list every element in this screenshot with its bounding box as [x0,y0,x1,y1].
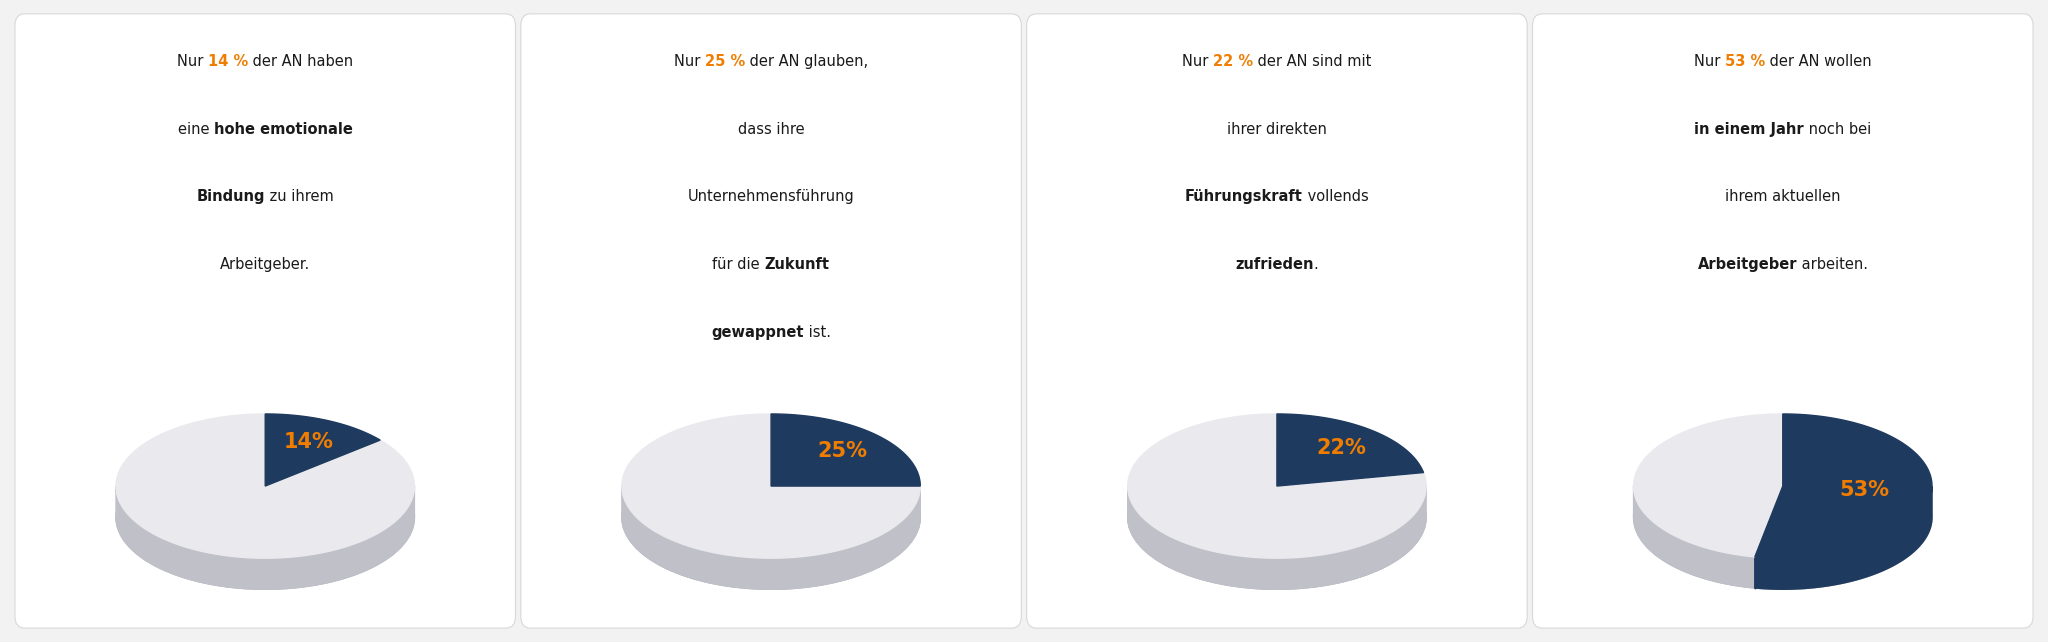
Text: 53%: 53% [1839,480,1890,500]
Polygon shape [1755,486,1931,589]
Polygon shape [623,486,920,589]
Text: 25%: 25% [817,442,868,462]
Text: der AN sind mit: der AN sind mit [1253,54,1372,69]
Text: der AN wollen: der AN wollen [1765,54,1872,69]
Text: 53 %: 53 % [1724,54,1765,69]
Text: für die: für die [713,257,764,272]
FancyBboxPatch shape [14,14,516,628]
Text: Nur: Nur [1694,54,1724,69]
FancyBboxPatch shape [520,14,1022,628]
Text: zufrieden: zufrieden [1235,257,1315,272]
Text: 22 %: 22 % [1212,54,1253,69]
Text: Zukunft: Zukunft [764,257,829,272]
Text: ihrem aktuellen: ihrem aktuellen [1724,189,1841,204]
Text: Unternehmensführung: Unternehmensführung [688,189,854,204]
Text: 25 %: 25 % [705,54,745,69]
Text: Führungskraft: Führungskraft [1186,189,1303,204]
Text: noch bei: noch bei [1804,121,1872,137]
Text: in einem Jahr: in einem Jahr [1694,121,1804,137]
Text: hohe emotionale: hohe emotionale [213,121,352,137]
FancyBboxPatch shape [1532,14,2034,628]
Text: dass ihre: dass ihre [737,121,805,137]
Text: eine: eine [178,121,213,137]
Text: Bindung: Bindung [197,189,264,204]
Ellipse shape [1128,445,1425,589]
FancyBboxPatch shape [1026,14,1528,628]
Text: Arbeitgeber: Arbeitgeber [1698,257,1796,272]
Polygon shape [266,414,381,486]
Text: zu ihrem: zu ihrem [264,189,334,204]
Text: .: . [1315,257,1319,272]
Text: ist.: ist. [803,325,831,340]
Text: Nur: Nur [176,54,209,69]
Polygon shape [1634,486,1931,589]
Text: 14 %: 14 % [209,54,248,69]
Text: Arbeitgeber.: Arbeitgeber. [219,257,311,272]
Polygon shape [1634,414,1782,557]
Text: arbeiten.: arbeiten. [1796,257,1868,272]
Text: der AN glauben,: der AN glauben, [745,54,868,69]
Text: 22%: 22% [1317,438,1366,458]
Polygon shape [1128,486,1425,589]
Text: der AN haben: der AN haben [248,54,354,69]
Polygon shape [1128,414,1425,558]
Ellipse shape [623,445,920,589]
Polygon shape [117,414,414,558]
Text: vollends: vollends [1303,189,1368,204]
Text: Nur: Nur [674,54,705,69]
Text: ihrer direkten: ihrer direkten [1227,121,1327,137]
Text: 14%: 14% [283,431,334,452]
Text: gewappnet: gewappnet [711,325,803,340]
Polygon shape [623,414,920,558]
Ellipse shape [1634,445,1931,589]
Polygon shape [770,414,920,486]
Text: Nur: Nur [1182,54,1212,69]
Ellipse shape [117,445,414,589]
Polygon shape [1755,414,1931,558]
Polygon shape [1278,414,1423,486]
Polygon shape [117,486,414,589]
